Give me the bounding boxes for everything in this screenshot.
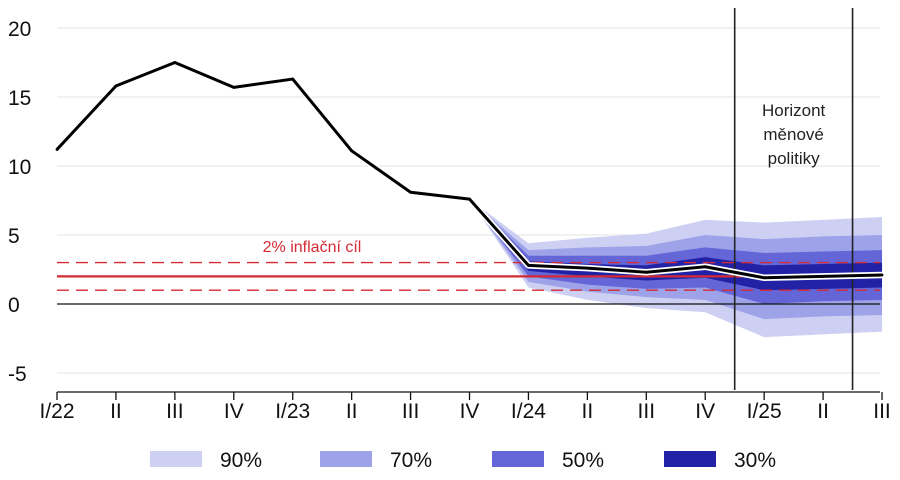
data-point [350,149,354,153]
x-tick-label: III [638,400,656,423]
legend-swatch [492,451,544,467]
legend-swatch [320,451,372,467]
x-tick-label: I/25 [747,400,782,423]
legend-swatch [150,451,202,467]
data-point [762,276,766,280]
x-axis: I/22 II III IV I/23 II III IV I/24 II III IV I/25 II I… [39,391,891,423]
x-tick-label: II [582,400,594,423]
legend: 90% 70% 50% 30% [150,449,776,472]
y-tick-label: 15 [8,87,31,110]
data-point [173,61,177,64]
y-tick-label: -5 [8,363,27,386]
data-point [644,270,648,274]
legend-label: 30% [734,449,776,472]
data-point [409,190,412,194]
x-tick-label: II [346,400,358,423]
x-tick-label: IV [695,400,715,423]
x-tick-label: II [110,400,122,423]
x-tick-label: III [402,400,420,423]
target-label: 2% inflační cíl [263,239,362,256]
x-tick-label: I/22 [39,400,74,423]
horizon-label: Horizont [762,101,826,120]
horizon-label: měnové [763,125,823,144]
x-tick-label: II [817,400,829,423]
x-tick-label: III [873,400,891,423]
horizon-label: politiky [768,149,820,168]
legend-label: 50% [562,449,604,472]
y-tick-label: 5 [8,225,20,248]
data-point [232,85,236,89]
y-axis: -5 0 5 10 15 20 [8,18,31,386]
data-point [55,148,59,151]
x-tick-label: IV [224,400,244,423]
data-point [703,265,707,269]
y-tick-label: 10 [8,156,31,179]
series [54,59,884,282]
data-point [468,197,471,201]
data-point [821,275,825,278]
data-point [585,266,589,270]
x-tick-label: III [166,400,184,423]
x-tick-label: IV [460,400,480,423]
data-point [291,77,295,81]
policy-horizon: Horizont měnové politiky [733,8,854,390]
data-point [880,273,884,277]
data-point [114,84,118,88]
y-tick-label: 20 [8,18,31,41]
y-tick-label: 0 [8,294,20,317]
legend-label: 90% [220,449,262,472]
x-tick-label: I/24 [511,400,546,423]
data-point [527,263,530,267]
legend-label: 70% [390,449,432,472]
legend-swatch [664,451,716,467]
x-tick-label: I/23 [275,400,310,423]
